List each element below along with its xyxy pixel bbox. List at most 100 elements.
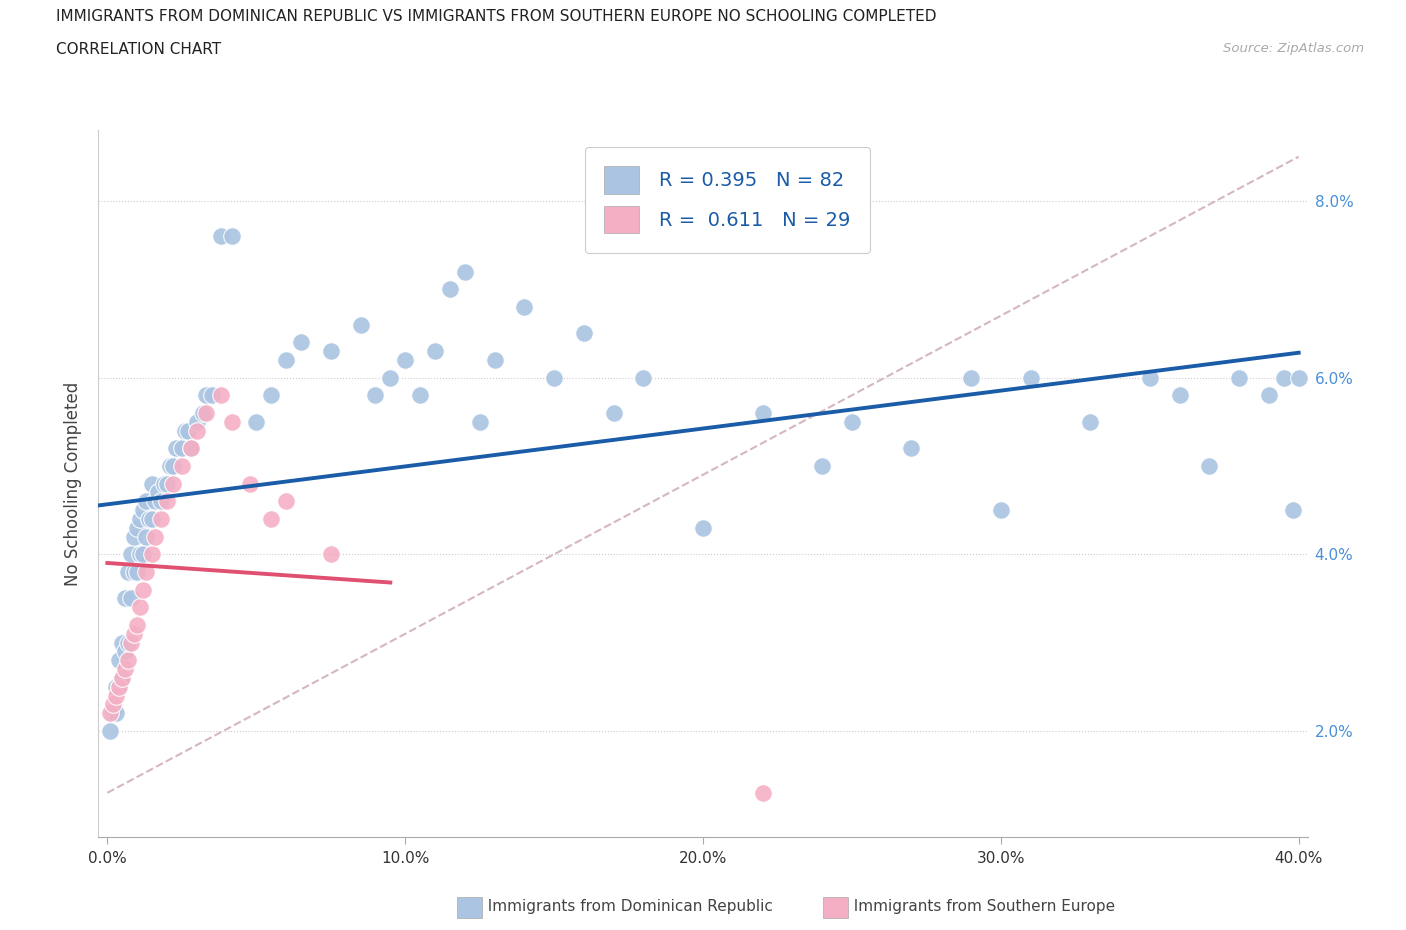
- Point: [751, 785, 773, 800]
- Point: [990, 503, 1012, 518]
- Point: [143, 494, 166, 509]
- Point: [146, 485, 169, 500]
- Point: [120, 635, 142, 650]
- Point: [141, 512, 163, 526]
- Point: [156, 494, 179, 509]
- Point: [122, 529, 145, 544]
- Point: [1168, 388, 1191, 403]
- Point: [274, 494, 297, 509]
- Point: [120, 591, 142, 606]
- Point: [149, 494, 172, 509]
- Point: [103, 706, 125, 721]
- Point: [186, 415, 208, 430]
- Point: [111, 635, 134, 650]
- Point: [1272, 370, 1295, 385]
- Text: Immigrants from Southern Europe: Immigrants from Southern Europe: [844, 899, 1115, 914]
- Point: [117, 635, 139, 650]
- Point: [468, 415, 491, 430]
- Point: [513, 299, 536, 314]
- Point: [572, 326, 595, 341]
- Point: [159, 458, 181, 473]
- Text: Immigrants from Dominican Republic: Immigrants from Dominican Republic: [478, 899, 773, 914]
- Point: [127, 521, 149, 536]
- Point: [1139, 370, 1161, 385]
- Point: [129, 600, 152, 615]
- Point: [290, 335, 312, 350]
- Point: [111, 671, 134, 685]
- Point: [98, 724, 121, 738]
- Point: [200, 388, 222, 403]
- Point: [122, 565, 145, 579]
- Point: [245, 415, 267, 430]
- Point: [108, 679, 131, 694]
- Point: [423, 344, 446, 359]
- Point: [162, 476, 184, 491]
- Point: [129, 512, 152, 526]
- Point: [149, 512, 172, 526]
- Point: [439, 282, 461, 297]
- Point: [173, 423, 195, 438]
- Text: Source: ZipAtlas.com: Source: ZipAtlas.com: [1223, 42, 1364, 55]
- Point: [105, 706, 128, 721]
- Point: [127, 565, 149, 579]
- Point: [177, 423, 200, 438]
- Point: [114, 644, 136, 658]
- Point: [260, 388, 283, 403]
- Point: [394, 352, 416, 367]
- Point: [1227, 370, 1250, 385]
- Point: [111, 671, 134, 685]
- Point: [1257, 388, 1279, 403]
- Point: [117, 565, 139, 579]
- Point: [221, 415, 243, 430]
- Point: [141, 476, 163, 491]
- Point: [484, 352, 506, 367]
- Point: [1019, 370, 1042, 385]
- Point: [138, 512, 160, 526]
- Point: [143, 529, 166, 544]
- Point: [117, 653, 139, 668]
- Point: [132, 547, 155, 562]
- Point: [132, 582, 155, 597]
- Point: [120, 547, 142, 562]
- Point: [1281, 503, 1303, 518]
- Point: [186, 423, 208, 438]
- Point: [127, 618, 149, 632]
- Point: [170, 458, 193, 473]
- Point: [1288, 370, 1310, 385]
- Point: [108, 653, 131, 668]
- Point: [633, 370, 655, 385]
- Point: [135, 494, 157, 509]
- Point: [194, 388, 217, 403]
- Point: [114, 662, 136, 677]
- Point: [692, 521, 714, 536]
- Point: [194, 405, 217, 420]
- Point: [122, 627, 145, 642]
- Point: [209, 388, 232, 403]
- Point: [180, 441, 202, 456]
- Point: [811, 458, 834, 473]
- Y-axis label: No Schooling Completed: No Schooling Completed: [65, 381, 83, 586]
- Point: [221, 229, 243, 244]
- Point: [129, 547, 152, 562]
- Point: [98, 706, 121, 721]
- Point: [153, 476, 176, 491]
- Point: [349, 317, 371, 332]
- Point: [103, 698, 125, 712]
- Point: [165, 441, 187, 456]
- Point: [180, 441, 202, 456]
- Point: [274, 352, 297, 367]
- Point: [135, 565, 157, 579]
- Point: [1078, 415, 1101, 430]
- Point: [156, 476, 179, 491]
- Point: [105, 679, 128, 694]
- Point: [135, 529, 157, 544]
- Point: [105, 688, 128, 703]
- Point: [900, 441, 922, 456]
- Point: [602, 405, 624, 420]
- Point: [132, 503, 155, 518]
- Point: [409, 388, 432, 403]
- Point: [209, 229, 232, 244]
- Legend: R = 0.395   N = 82, R =  0.611   N = 29: R = 0.395 N = 82, R = 0.611 N = 29: [585, 147, 869, 253]
- Point: [239, 476, 262, 491]
- Point: [108, 679, 131, 694]
